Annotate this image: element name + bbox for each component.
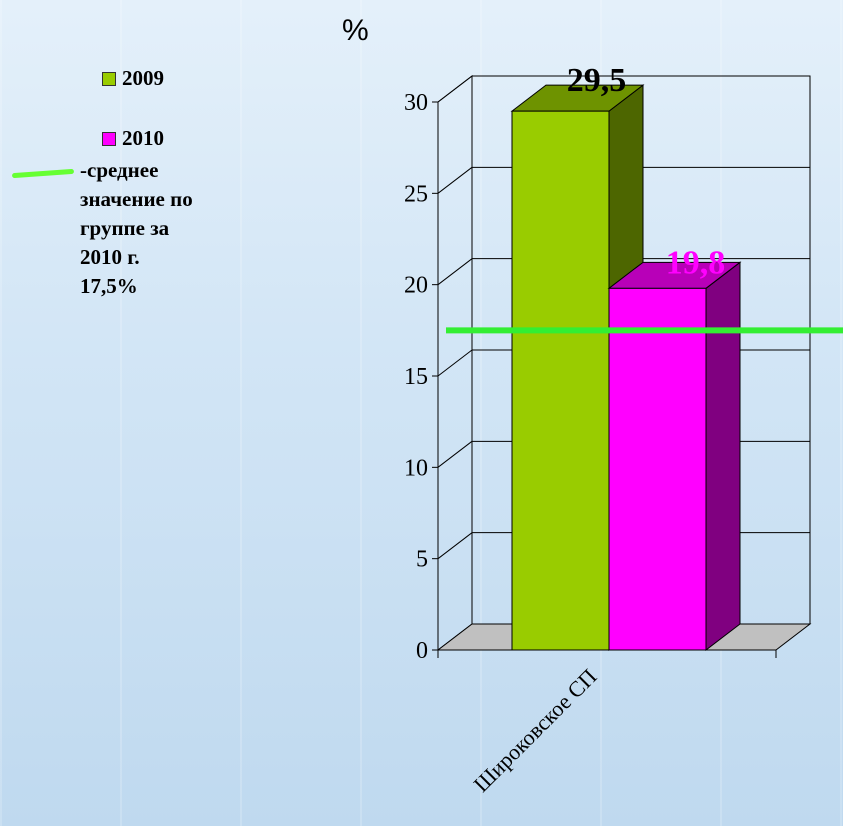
legend-swatch-2009 [102, 71, 116, 86]
average-note-line: -среднее [80, 158, 159, 182]
gridline [437, 532, 473, 560]
category-label: Широковское СП [468, 664, 601, 797]
data-label-2009: 29,5 [567, 62, 627, 99]
gridline [437, 166, 473, 194]
bars [446, 84, 843, 652]
y-tick-label: 15 [404, 364, 428, 390]
y-tick-label: 30 [404, 90, 428, 116]
y-tick-label: 25 [404, 181, 428, 207]
legend-item-2009: 2009 [102, 66, 164, 91]
average-note-line: 17,5% [80, 274, 138, 298]
bar-side-2010 [705, 261, 741, 652]
legend-swatch-2010 [102, 131, 116, 146]
gridline [437, 349, 473, 377]
legend-label-2010: 2010 [122, 126, 164, 150]
average-note-line: значение по [80, 187, 193, 211]
y-tick-label: 10 [404, 455, 428, 481]
gridline [437, 75, 473, 103]
y-tick-label: 5 [416, 547, 428, 573]
average-note-line: группе за [80, 216, 170, 240]
gridline [437, 440, 473, 468]
y-tick-label: 20 [404, 273, 428, 299]
legend-item-2010: 2010 [102, 126, 164, 151]
bar-2010 [608, 287, 707, 651]
unit-label: % [342, 14, 369, 47]
gridline [437, 258, 473, 286]
data-label-2010: 19,8 [666, 244, 726, 281]
average-note-line: 2010 г. [80, 245, 140, 269]
y-tick-label: 0 [416, 638, 428, 664]
bar-2009 [511, 110, 610, 651]
average-note: -среднее значение по группе за 2010 г. 1… [80, 156, 280, 301]
legend-label-2009: 2009 [122, 66, 164, 90]
